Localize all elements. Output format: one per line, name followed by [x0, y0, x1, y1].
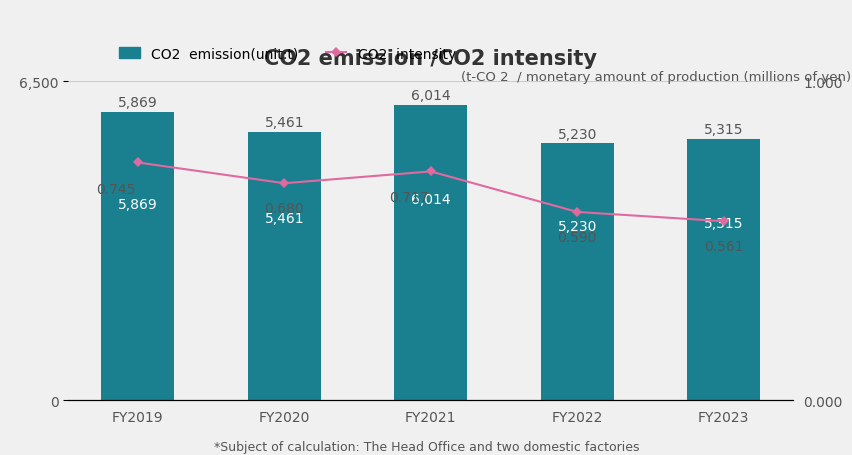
Text: 5,461: 5,461	[264, 116, 304, 130]
Text: 5,869: 5,869	[118, 198, 158, 212]
Title: CO2 emission /CO2 intensity: CO2 emission /CO2 intensity	[264, 49, 596, 69]
Text: 0.590: 0.590	[557, 230, 596, 244]
Text: 0.717: 0.717	[389, 191, 428, 204]
Text: 0.561: 0.561	[703, 239, 743, 253]
Text: 5,461: 5,461	[264, 212, 304, 225]
Bar	[101, 113, 174, 400]
Text: 0.680: 0.680	[264, 201, 304, 215]
Text: 5,315: 5,315	[703, 123, 743, 137]
Text: 5,230: 5,230	[557, 127, 596, 141]
Text: 6,014: 6,014	[411, 89, 450, 103]
Text: *Subject of calculation: The Head Office and two domestic factories: *Subject of calculation: The Head Office…	[214, 440, 638, 453]
Text: 0.745: 0.745	[96, 182, 135, 196]
Bar	[394, 106, 467, 400]
Bar	[540, 144, 613, 400]
Text: 5,315: 5,315	[703, 216, 743, 230]
Text: 5,869: 5,869	[118, 96, 158, 110]
Bar	[247, 133, 320, 400]
Text: 6,014: 6,014	[411, 193, 450, 207]
Text: (t-CO 2  / monetary amount of production (millions of yen)): (t-CO 2 / monetary amount of production …	[460, 71, 852, 84]
Bar	[687, 140, 759, 400]
Legend: CO2  emission(unit:t), CO2  intensity: CO2 emission(unit:t), CO2 intensity	[118, 47, 455, 61]
Text: 5,230: 5,230	[557, 219, 596, 233]
